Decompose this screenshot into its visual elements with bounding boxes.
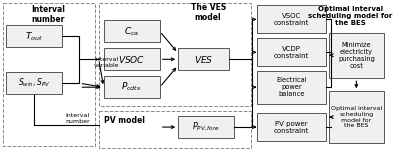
Text: Optimal interval
scheduling model for
the BES: Optimal interval scheduling model for th… xyxy=(308,6,393,26)
Text: $T_{out}$: $T_{out}$ xyxy=(25,30,43,43)
Bar xyxy=(329,91,384,143)
Text: interval
number: interval number xyxy=(65,113,90,124)
Text: $P_{PV,fore}$: $P_{PV,fore}$ xyxy=(192,121,220,133)
Text: VSOC
constraint: VSOC constraint xyxy=(274,13,309,26)
Text: interval
variable: interval variable xyxy=(94,57,119,68)
Bar xyxy=(257,71,326,104)
Text: PV model: PV model xyxy=(104,116,144,125)
Text: $VSOC$: $VSOC$ xyxy=(118,54,145,65)
Bar xyxy=(329,33,384,78)
Bar xyxy=(257,113,326,141)
Bar xyxy=(99,111,251,148)
Text: Electrical
power
balance: Electrical power balance xyxy=(276,77,307,97)
Text: $S_{win}, S_{PV}$: $S_{win}, S_{PV}$ xyxy=(18,77,50,90)
Bar xyxy=(178,116,234,138)
Bar xyxy=(6,25,62,47)
Text: The VES
model: The VES model xyxy=(190,3,226,22)
Text: $C_{ca}$: $C_{ca}$ xyxy=(124,25,139,38)
Bar xyxy=(257,38,326,66)
Bar xyxy=(3,3,95,146)
Text: $VES$: $VES$ xyxy=(194,54,213,65)
Bar xyxy=(104,76,160,98)
Bar xyxy=(178,48,228,70)
Bar xyxy=(104,48,160,70)
Bar xyxy=(6,72,62,94)
Text: PV power
constraint: PV power constraint xyxy=(274,121,309,134)
Text: Interval
number: Interval number xyxy=(32,5,65,24)
Text: Minimize
electricity
purchasing
cost: Minimize electricity purchasing cost xyxy=(338,42,375,69)
Bar xyxy=(99,3,251,106)
Text: $P_{cdts}$: $P_{cdts}$ xyxy=(122,81,142,93)
Text: VCDP
constraint: VCDP constraint xyxy=(274,46,309,59)
Bar xyxy=(104,20,160,42)
Bar xyxy=(257,5,326,33)
Text: Optimal interval
scheduling
model for
the BES: Optimal interval scheduling model for th… xyxy=(331,106,382,128)
